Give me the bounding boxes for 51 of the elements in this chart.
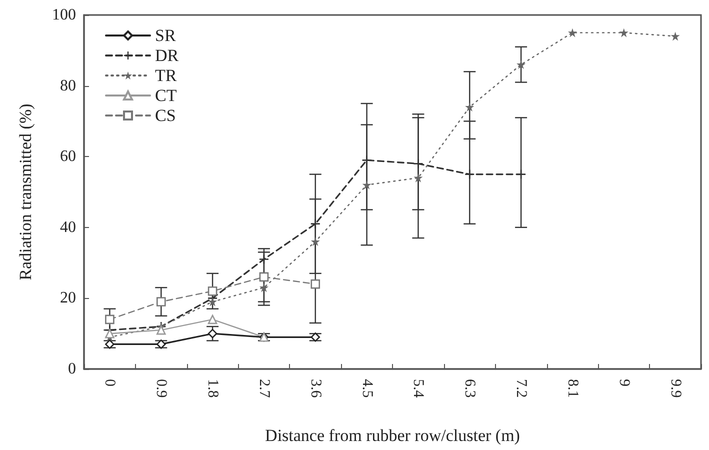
point	[156, 297, 166, 306]
y-axis-title: Radiation transmitted (%)	[16, 104, 35, 280]
point	[310, 237, 320, 246]
y-tick-label: 60	[60, 148, 76, 166]
point	[259, 272, 269, 282]
point	[208, 314, 218, 324]
x-tick-label: 6.3	[462, 379, 478, 398]
x-tick-label: 4.5	[358, 379, 375, 398]
point	[362, 180, 372, 190]
legend-label: CT	[155, 86, 178, 105]
point	[465, 170, 474, 179]
x-tick-label: 3.6	[307, 379, 324, 398]
point	[105, 314, 114, 324]
point	[516, 60, 526, 70]
point	[465, 102, 474, 112]
point	[619, 28, 628, 38]
x-tick-label: 5.4	[410, 379, 426, 398]
point	[105, 340, 114, 349]
legend-label: CS	[155, 106, 176, 125]
point	[156, 325, 166, 335]
legend-label: TR	[155, 66, 178, 85]
y-tick-label: 80	[60, 77, 76, 94]
x-tick-label: 0.9	[153, 379, 170, 398]
x-axis-title: Distance from rubber row/cluster (m)	[265, 426, 520, 445]
point	[259, 254, 268, 264]
point	[568, 28, 577, 38]
point	[156, 340, 166, 349]
x-tick-label: 0	[102, 379, 118, 386]
point	[310, 219, 320, 228]
legend-label: DR	[155, 46, 180, 65]
point	[310, 279, 320, 289]
point	[362, 156, 372, 165]
x-tick-label: 2.7	[256, 379, 272, 398]
point	[208, 297, 218, 306]
x-tick-label: 9.9	[667, 379, 684, 398]
x-tick-label: 8.1	[564, 379, 580, 398]
x-tick-label: 1.8	[204, 379, 221, 398]
y-tick-label: 100	[52, 6, 76, 24]
point	[670, 32, 680, 41]
point	[310, 332, 320, 342]
point	[414, 159, 423, 168]
legend-label: SR	[155, 26, 176, 45]
point	[414, 173, 423, 182]
y-tick-label: 40	[60, 218, 76, 236]
point	[105, 328, 114, 338]
point	[259, 283, 268, 292]
point	[208, 328, 218, 338]
y-tick-label: 20	[60, 290, 76, 307]
point	[208, 286, 218, 296]
x-tick-label: 9	[616, 379, 632, 386]
x-tick-label: 7.2	[513, 379, 530, 398]
